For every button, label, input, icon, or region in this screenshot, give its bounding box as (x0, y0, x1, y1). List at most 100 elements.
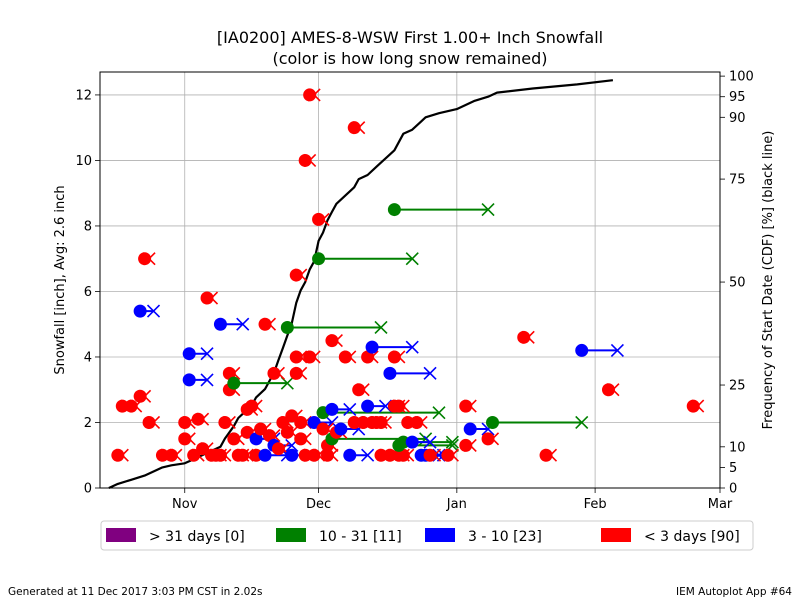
x-tick-label: Jan (446, 497, 467, 512)
event-start-marker (271, 442, 285, 456)
snow-event (245, 399, 263, 413)
y2-tick-label: 0 (729, 482, 737, 497)
snow-event (320, 448, 339, 462)
snow-event (222, 366, 241, 380)
legend-label: 10 - 31 [11] (319, 529, 402, 545)
event-start-marker (200, 291, 214, 305)
event-start-marker (182, 373, 196, 387)
event-start-marker (240, 425, 254, 439)
snow-event (441, 448, 459, 462)
event-start-marker (401, 415, 415, 429)
snow-event (486, 415, 589, 430)
snow-event (200, 291, 219, 305)
snow-event (289, 366, 308, 380)
event-start-marker (387, 350, 401, 364)
event-start-marker (374, 415, 388, 429)
snow-event (178, 415, 196, 430)
y2-tick-label: 100 (729, 70, 754, 85)
event-start-marker (285, 448, 299, 462)
snow-event (303, 350, 321, 364)
snow-event (387, 350, 406, 364)
event-start-marker (285, 409, 299, 423)
snow-event (312, 212, 330, 226)
event-end-marker (146, 304, 161, 318)
legend-swatch (106, 528, 136, 542)
snow-event (517, 330, 535, 344)
event-end-marker (374, 320, 388, 335)
event-start-marker (307, 448, 321, 462)
event-end-marker (343, 402, 357, 416)
x-tick-label: Nov (172, 497, 198, 512)
event-start-marker (486, 415, 500, 429)
y2-tick-label: 95 (729, 90, 746, 105)
event-start-marker (481, 432, 495, 446)
event-start-marker (356, 415, 370, 429)
x-tick-label: Mar (708, 497, 733, 512)
snow-event (352, 383, 370, 397)
legend-entry: > 31 days [0] (106, 528, 245, 545)
y-tick-label: 8 (84, 219, 92, 234)
legend-entry: < 3 days [90] (601, 528, 740, 545)
y2-tick-label: 5 (729, 461, 737, 476)
event-start-marker (178, 432, 192, 446)
event-start-marker (294, 432, 308, 446)
event-start-marker (338, 350, 352, 364)
snow-event (191, 412, 210, 426)
event-start-marker (133, 304, 147, 318)
event-start-marker (236, 448, 250, 462)
event-start-marker (289, 366, 303, 380)
event-start-marker (133, 389, 147, 403)
y2-tick-label: 75 (729, 173, 746, 188)
event-end-marker (200, 347, 214, 361)
y2-tick-label: 10 (729, 440, 746, 455)
event-start-marker (124, 399, 138, 413)
event-start-marker (334, 422, 348, 436)
event-start-marker (392, 399, 406, 413)
snow-event (227, 432, 245, 446)
snow-event (423, 448, 442, 462)
event-start-marker (222, 366, 236, 380)
snow-event (601, 383, 620, 397)
y-tick-label: 12 (75, 88, 92, 103)
event-start-marker (441, 448, 455, 462)
chart-title: [IA0200] AMES-8-WSW First 1.00+ Inch Sno… (217, 28, 603, 47)
snow-event (374, 415, 393, 430)
y-axis-ticks: 0 2 4 6 8 10 12 (75, 88, 100, 497)
event-start-marker (365, 340, 379, 354)
event-start-marker (262, 429, 276, 443)
event-end-marker (481, 203, 495, 217)
snow-event (196, 442, 214, 456)
y2-tick-label: 25 (729, 379, 746, 394)
snow-event (481, 432, 500, 446)
snow-event (142, 415, 161, 430)
snow-event (383, 366, 437, 380)
snow-event (285, 409, 303, 423)
snow-event (133, 304, 161, 318)
x-axis-ticks: Nov Dec Jan Feb Mar (172, 488, 733, 512)
snow-event (343, 448, 375, 462)
plot-frame (99, 71, 721, 489)
event-start-marker (142, 415, 156, 429)
snow-event (539, 448, 558, 462)
event-start-marker (517, 330, 531, 344)
snow-event (227, 376, 294, 390)
y-tick-label: 2 (84, 416, 92, 431)
snow-event (392, 399, 410, 413)
snow-event (294, 415, 312, 430)
event-start-marker (164, 448, 178, 462)
legend-entry: 3 - 10 [23] (425, 528, 542, 545)
event-end-marker (610, 343, 624, 357)
snow-events-layer (111, 88, 705, 462)
event-start-marker (325, 402, 339, 416)
snow-event (258, 317, 277, 331)
snow-event (280, 320, 388, 335)
snow-event (124, 399, 143, 413)
snow-event (267, 366, 285, 380)
event-end-marker (575, 415, 589, 430)
event-end-marker (432, 406, 446, 420)
snow-event (459, 399, 477, 413)
footer-app: IEM Autoplot App #64 (676, 586, 792, 598)
event-start-marker (115, 399, 129, 413)
snow-event (218, 415, 236, 430)
footer-generated: Generated at 11 Dec 2017 3:03 PM CST in … (8, 586, 263, 598)
